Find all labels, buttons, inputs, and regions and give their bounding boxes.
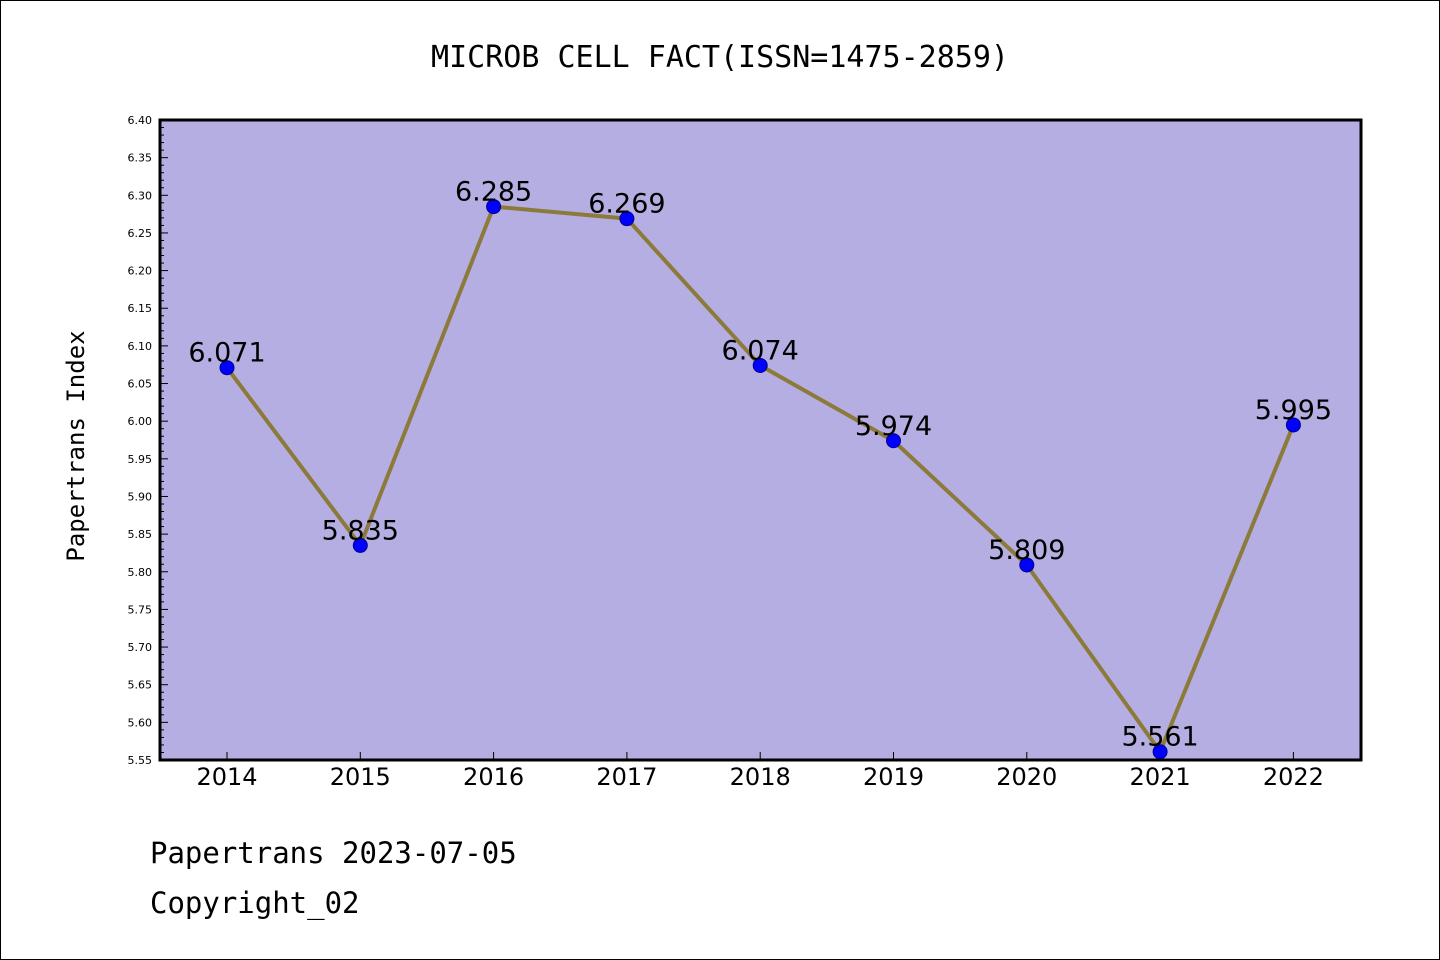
- y-tick-label: 6.30: [128, 189, 153, 202]
- y-tick-label: 5.60: [128, 716, 153, 729]
- data-label: 6.074: [722, 335, 799, 366]
- data-label: 5.835: [322, 515, 399, 546]
- x-tick-label: 2014: [196, 763, 257, 791]
- y-axis-label: Papertrans Index: [62, 330, 90, 561]
- y-tick-label: 6.10: [128, 340, 153, 353]
- data-point: [886, 433, 901, 449]
- data-point: [219, 360, 235, 376]
- x-tick-label: 2017: [596, 763, 657, 791]
- y-tick-label: 5.55: [128, 754, 153, 767]
- y-tick-label: 6.25: [128, 227, 153, 240]
- footer-date: Papertrans 2023-07-05: [150, 836, 517, 870]
- x-tick-label: 2020: [996, 763, 1057, 791]
- y-tick-label: 5.95: [128, 453, 153, 466]
- y-tick-label: 6.05: [128, 378, 153, 391]
- y-tick-label: 5.75: [128, 603, 153, 616]
- y-tick-label: 6.40: [128, 114, 153, 127]
- data-label: 5.974: [855, 411, 932, 442]
- y-tick-label: 6.20: [128, 265, 153, 278]
- data-point: [752, 357, 768, 373]
- data-label: 6.071: [188, 338, 265, 369]
- x-tick-label: 2016: [463, 763, 524, 791]
- y-tick-label: 6.00: [128, 415, 153, 428]
- x-tick-label: 2021: [1130, 763, 1191, 791]
- data-label: 5.561: [1121, 722, 1198, 753]
- data-label: 6.285: [455, 177, 532, 208]
- data-point: [1019, 557, 1035, 573]
- data-point: [619, 211, 635, 227]
- data-label: 6.269: [588, 189, 665, 220]
- x-tick-label: 2018: [730, 763, 791, 791]
- data-point: [486, 199, 502, 215]
- y-tick-label: 5.80: [128, 566, 153, 579]
- chart-title: MICROB CELL FACT(ISSN=1475-2859): [431, 40, 1009, 75]
- x-tick-label: 2015: [330, 763, 391, 791]
- x-tick-label: 2022: [1263, 763, 1324, 791]
- y-tick-label: 6.35: [128, 152, 153, 165]
- data-label: 5.995: [1255, 395, 1332, 426]
- footer-copyright: Copyright_02: [150, 886, 360, 920]
- data-point: [352, 537, 368, 553]
- data-label: 5.809: [988, 535, 1065, 566]
- y-tick-label: 6.15: [128, 302, 153, 315]
- x-tick-label: 2019: [863, 763, 924, 791]
- plot-area: [160, 120, 1361, 760]
- data-point: [1285, 417, 1301, 433]
- y-tick-label: 5.90: [128, 490, 153, 503]
- y-tick-label: 5.65: [128, 679, 153, 692]
- y-tick-label: 5.70: [128, 641, 153, 654]
- y-tick-label: 5.85: [128, 528, 153, 541]
- plot-border: [158, 118, 1363, 762]
